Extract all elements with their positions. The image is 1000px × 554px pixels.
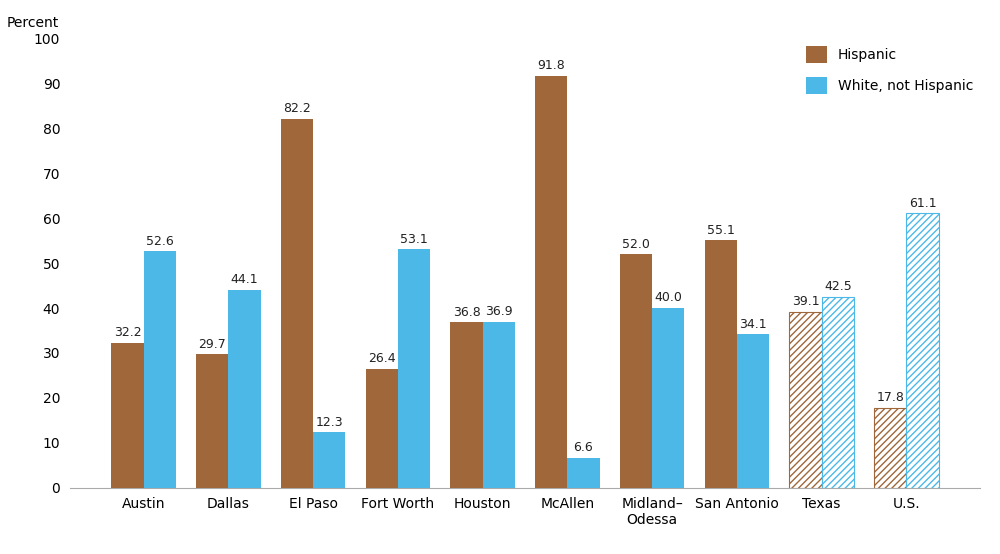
Bar bbox=[874, 408, 906, 488]
Text: 42.5: 42.5 bbox=[824, 280, 852, 293]
Text: 26.4: 26.4 bbox=[368, 352, 396, 366]
Bar bbox=[652, 308, 684, 488]
Bar bbox=[228, 290, 261, 488]
Bar bbox=[483, 322, 515, 488]
Bar bbox=[535, 75, 567, 488]
Text: 52.6: 52.6 bbox=[146, 235, 174, 248]
Bar bbox=[567, 458, 600, 488]
Bar bbox=[789, 312, 822, 488]
Text: 91.8: 91.8 bbox=[537, 59, 565, 72]
Bar bbox=[313, 432, 345, 488]
Text: 36.8: 36.8 bbox=[453, 306, 480, 319]
Text: 32.2: 32.2 bbox=[114, 326, 141, 340]
Text: 36.9: 36.9 bbox=[485, 305, 513, 319]
Text: 29.7: 29.7 bbox=[198, 337, 226, 351]
Bar bbox=[450, 322, 483, 488]
Text: 17.8: 17.8 bbox=[876, 391, 904, 404]
Bar bbox=[906, 213, 939, 488]
Text: 40.0: 40.0 bbox=[654, 291, 682, 305]
Text: 55.1: 55.1 bbox=[707, 224, 735, 237]
Bar bbox=[737, 335, 769, 488]
Text: Percent: Percent bbox=[6, 16, 59, 30]
Bar bbox=[144, 252, 176, 488]
Bar bbox=[281, 119, 313, 488]
Text: 44.1: 44.1 bbox=[231, 273, 258, 286]
Text: 53.1: 53.1 bbox=[400, 233, 428, 245]
Bar bbox=[705, 240, 737, 488]
Bar bbox=[398, 249, 430, 488]
Bar bbox=[196, 354, 228, 488]
Text: 61.1: 61.1 bbox=[909, 197, 936, 210]
Bar bbox=[620, 254, 652, 488]
Text: 12.3: 12.3 bbox=[315, 416, 343, 429]
Text: 6.6: 6.6 bbox=[574, 442, 593, 454]
Text: 52.0: 52.0 bbox=[622, 238, 650, 250]
Bar bbox=[111, 343, 144, 488]
Bar bbox=[366, 369, 398, 488]
Legend: Hispanic, White, not Hispanic: Hispanic, White, not Hispanic bbox=[806, 46, 973, 94]
Text: 34.1: 34.1 bbox=[739, 318, 767, 331]
Text: 39.1: 39.1 bbox=[792, 295, 819, 309]
Text: 82.2: 82.2 bbox=[283, 102, 311, 115]
Bar bbox=[822, 297, 854, 488]
